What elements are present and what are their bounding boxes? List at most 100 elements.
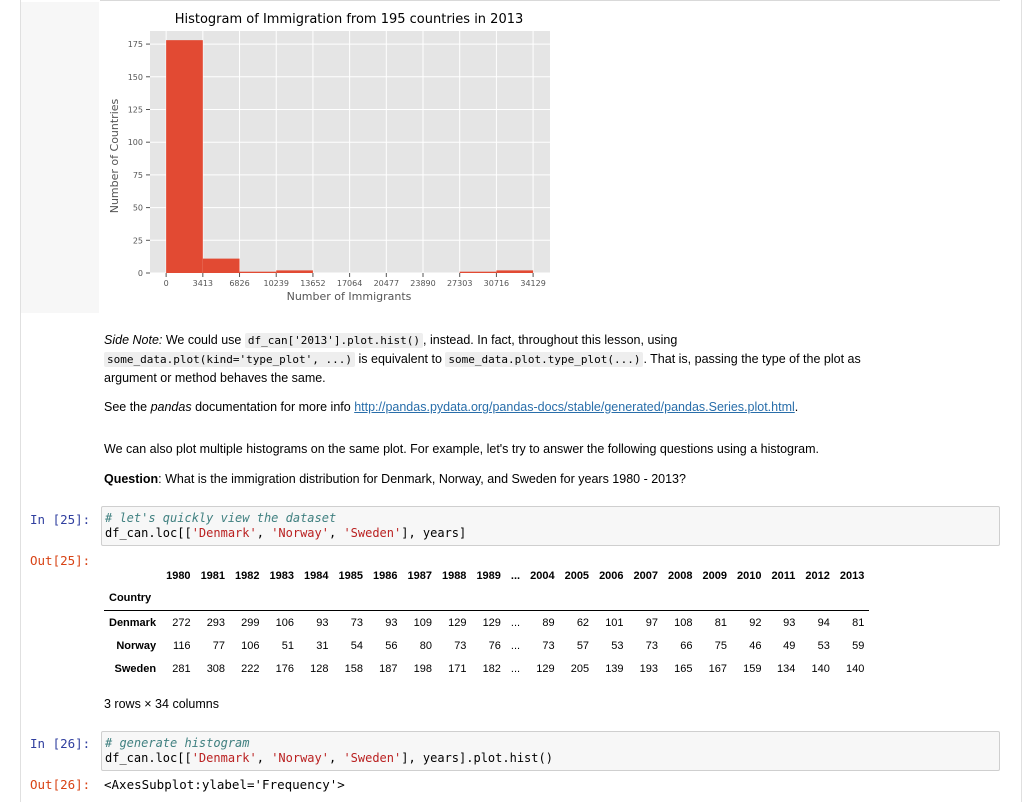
output-prompt-26: Out[26]: — [30, 777, 91, 792]
inline-code: some_data.plot.type_plot(...) — [445, 352, 644, 367]
dataframe-shape: 3 rows × 34 columns — [104, 697, 219, 711]
note-text: . That is, passing the type of the plot … — [643, 352, 861, 366]
x-tick-label: 13652 — [300, 279, 325, 288]
column-header: 2012 — [805, 570, 830, 582]
code-token: df_can.loc[[ — [105, 751, 192, 765]
index-spacer — [506, 586, 525, 611]
column-header: 2009 — [702, 570, 727, 582]
table-cell: 205 — [570, 662, 590, 675]
output-text-26: <AxesSubplot:ylabel='Frequency'> — [104, 777, 345, 792]
docs-paragraph: See the pandas documentation for more in… — [104, 398, 984, 417]
side-note-paragraph: Side Note: We could use df_can['2013'].p… — [104, 331, 984, 388]
histogram-bar — [202, 258, 240, 273]
table-cell: 171 — [448, 662, 467, 675]
x-tick-label: 6826 — [229, 279, 249, 288]
x-tick-label: 20477 — [374, 279, 399, 288]
table-cell: 198 — [413, 662, 432, 675]
column-header: 1988 — [441, 570, 467, 582]
column-header: ... — [510, 570, 521, 582]
index-spacer — [594, 586, 628, 611]
question-text: : What is the immigration distribution f… — [158, 472, 686, 486]
histogram-bar — [276, 270, 313, 273]
index-spacer — [525, 586, 559, 611]
table-cell: 108 — [663, 610, 698, 634]
notebook-right-border — [1021, 0, 1022, 802]
table-cell: 94 — [800, 610, 835, 634]
index-spacer — [835, 586, 869, 611]
output-prompt-area — [21, 2, 99, 313]
code-cell-26[interactable]: # generate histogram df_can.loc[['Denmar… — [101, 731, 1000, 771]
table-cell: ... — [510, 662, 521, 675]
column-header: 2011 — [771, 570, 796, 582]
column-header: 1982 — [235, 570, 260, 582]
table-cell: 308 — [206, 662, 226, 675]
y-tick-label: 175 — [128, 40, 143, 49]
docs-text: documentation for more info — [191, 400, 355, 414]
table-index-row: Country — [104, 586, 869, 611]
table-cell: 299 — [230, 610, 265, 634]
x-tick-label: 17064 — [337, 279, 362, 288]
note-text: argument or method behaves the same. — [104, 371, 326, 385]
table-cell: 92 — [732, 610, 767, 634]
multi-histogram-paragraph: We can also plot multiple histograms on … — [104, 440, 984, 459]
column-header: 2004 — [530, 570, 555, 582]
table-cell: 77 — [212, 639, 226, 652]
index-spacer — [800, 586, 834, 611]
table-cell: 129 — [471, 610, 506, 634]
code-token: ], years].plot.hist() — [401, 751, 553, 765]
table-cell: 59 — [852, 639, 865, 652]
table-cell: 73 — [542, 639, 555, 652]
table-cell: 182 — [482, 662, 501, 675]
index-spacer — [334, 586, 368, 611]
table-cell: 129 — [436, 610, 472, 634]
table-cell: 193 — [639, 662, 659, 675]
table-row: Denmark 272 293 299 106 93 73 93 109 129 129... 89 6… — [104, 610, 870, 634]
index-spacer — [560, 586, 594, 611]
table-cell: 140 — [811, 662, 830, 675]
code-string: 'Denmark' — [191, 751, 257, 765]
table-cell: 31 — [316, 639, 329, 652]
code-string: 'Sweden' — [343, 526, 402, 540]
table-cell: 101 — [594, 610, 629, 634]
table-cell: 139 — [605, 662, 624, 675]
output-prompt-25: Out[25]: — [30, 553, 91, 568]
x-tick-label: 0 — [164, 279, 169, 288]
question-paragraph: Question: What is the immigration distri… — [104, 470, 984, 489]
question-label: Question — [104, 472, 159, 486]
column-header: 2007 — [633, 570, 659, 582]
table-cell: 116 — [173, 639, 191, 652]
histogram-bars — [166, 40, 534, 274]
row-label: Denmark — [104, 610, 162, 634]
table-cell: 56 — [385, 639, 398, 652]
index-spacer — [299, 586, 333, 611]
table-cell: 73 — [333, 610, 368, 634]
y-tick-label: 125 — [128, 105, 143, 114]
index-spacer — [402, 586, 436, 611]
table-cell: 51 — [281, 639, 295, 652]
code-string: 'Norway' — [271, 751, 329, 765]
table-cell: 281 — [172, 662, 191, 675]
column-header: 1984 — [304, 570, 329, 582]
code-token: , — [328, 526, 344, 540]
table-cell: 80 — [419, 639, 432, 652]
note-text: , instead. In fact, throughout this less… — [423, 333, 678, 347]
index-spacer — [161, 586, 195, 611]
table-row: Sweden 281 308 222 176 128 158 187 198 171 182... 1… — [104, 657, 869, 680]
column-header: 1985 — [338, 570, 363, 582]
docs-text: . — [794, 400, 799, 414]
index-spacer — [698, 586, 732, 611]
pandas-docs-link[interactable]: http://pandas.pydata.org/pandas-docs/sta… — [354, 400, 795, 414]
column-header: 1986 — [372, 570, 398, 582]
table-cell: 81 — [697, 610, 732, 634]
code-string: 'Sweden' — [343, 751, 402, 765]
table-cell: 53 — [611, 639, 624, 652]
column-header: 1983 — [269, 570, 295, 582]
code-token: df_can.loc[[ — [105, 526, 192, 540]
y-tick-label: 75 — [133, 171, 143, 180]
table-cell: 46 — [749, 639, 762, 652]
inline-code: df_can['2013'].plot.hist() — [244, 333, 424, 348]
table-cell: 109 — [402, 610, 437, 634]
code-cell-25[interactable]: # let's quickly view the dataset df_can.… — [101, 506, 1000, 546]
code-token: , — [256, 526, 272, 540]
table-cell: 222 — [241, 662, 260, 675]
